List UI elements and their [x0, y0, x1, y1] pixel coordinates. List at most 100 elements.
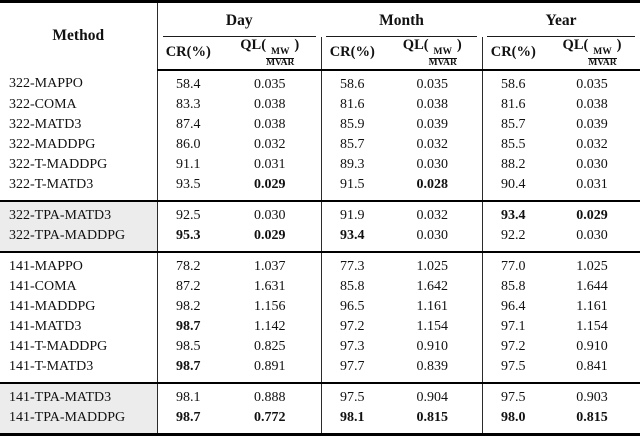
value-cell: 89.3	[340, 156, 365, 172]
cmidrule-day	[162, 35, 317, 37]
value-cell: 96.4	[501, 298, 526, 314]
table-row: 322-MATD3 87.4 0.038 85.9 0.039 85.7 0.039	[0, 114, 640, 135]
ql-suffix: )	[294, 37, 300, 53]
table-row: 141-MAPPO 78.2 1.037 77.3 1.025 77.0 1.025	[0, 250, 640, 277]
method-cell: 322-MATD3	[0, 114, 158, 135]
value-cell: 98.7	[176, 409, 201, 425]
ql-denominator: MVAR	[588, 57, 617, 68]
table-row: 322-T-MADDPG 91.1 0.031 89.3 0.030 88.2 0.030	[0, 154, 640, 175]
value-cell: 98.1	[157, 381, 219, 408]
value-cell: 0.038	[383, 94, 483, 115]
value-cell: 98.0	[501, 409, 526, 425]
value-cell: 92.5	[157, 199, 219, 226]
table-row: 141-T-MATD3 98.7 0.891 97.7 0.839 97.5 0.841	[0, 356, 640, 383]
value-cell: 81.6	[501, 96, 526, 112]
value-cell: 0.903	[544, 381, 640, 408]
value-cell: 97.1	[501, 318, 526, 334]
value-cell: 92.2	[501, 227, 526, 243]
method-cell: 141-T-MADDPG	[0, 336, 158, 357]
value-cell: 0.815	[383, 407, 483, 435]
value-cell: 98.7	[176, 358, 201, 374]
value-cell: 91.1	[176, 156, 201, 172]
value-cell: 97.5	[482, 381, 545, 408]
value-cell: 85.5	[501, 136, 526, 152]
value-cell: 0.035	[576, 76, 608, 92]
value-cell: 0.029	[219, 174, 322, 201]
value-cell: 97.5	[501, 358, 526, 374]
col-group-day: Day	[157, 2, 321, 37]
col-header-ql-year: QL(MW MVAR)	[544, 37, 640, 71]
value-cell: 0.029	[219, 225, 322, 252]
value-cell: 1.156	[219, 296, 322, 317]
value-cell: 98.1	[340, 409, 365, 425]
table-row: 322-MAPPO 58.4 0.035 58.6 0.035 58.6 0.035	[0, 69, 640, 95]
value-cell: 77.0	[482, 250, 545, 277]
col-header-ql-day: QL(MW MVAR)	[219, 37, 322, 71]
table-row: 322-COMA 83.3 0.038 81.6 0.038 81.6 0.038	[0, 94, 640, 115]
col-group-year-label: Year	[545, 11, 577, 29]
value-cell: 1.142	[219, 316, 322, 337]
value-cell: 91.9	[321, 199, 384, 226]
value-cell: 1.161	[576, 298, 608, 314]
value-cell: 0.032	[576, 136, 608, 152]
value-cell: 0.891	[219, 356, 322, 383]
value-cell: 97.7	[340, 358, 365, 374]
value-cell: 58.6	[501, 76, 526, 92]
method-cell: 141-MAPPO	[0, 250, 158, 277]
table-body: 322-MAPPO 58.4 0.035 58.6 0.035 58.6 0.035 322-…	[0, 69, 640, 435]
col-group-month-label: Month	[379, 11, 424, 29]
method-cell: 141-MATD3	[0, 316, 158, 337]
ql-fraction: MW MVAR	[266, 47, 295, 69]
header-row-groups: Method Day Month Year	[0, 1, 640, 70]
method-cell: 322-T-MADDPG	[0, 154, 158, 175]
value-cell: 0.029	[544, 199, 640, 226]
value-cell: 1.154	[576, 318, 608, 334]
value-cell: 0.035	[383, 69, 483, 95]
value-cell: 1.154	[383, 316, 483, 337]
cmidrule-month	[326, 35, 478, 37]
col-header-cr-month: CR(%)	[321, 37, 384, 71]
value-cell: 0.815	[576, 409, 608, 425]
ql-numerator: MW	[428, 47, 457, 59]
value-cell: 0.030	[576, 227, 608, 243]
value-cell: 58.6	[340, 76, 365, 92]
value-cell: 0.030	[219, 199, 322, 226]
ql-numerator: MW	[266, 47, 295, 59]
value-cell: 1.642	[383, 276, 483, 297]
value-cell: 97.3	[340, 338, 365, 354]
value-cell: 0.032	[383, 199, 483, 226]
value-cell: 0.910	[383, 336, 483, 357]
method-cell: 322-T-MATD3	[0, 174, 158, 201]
value-cell: 98.5	[176, 338, 201, 354]
ql-denominator: MVAR	[266, 57, 295, 68]
ql-fraction: MW MVAR	[588, 47, 617, 69]
value-cell: 87.2	[176, 278, 201, 294]
value-cell: 1.025	[544, 250, 640, 277]
value-cell: 97.2	[501, 338, 526, 354]
table-row: 141-COMA 87.2 1.631 85.8 1.642 85.8 1.644	[0, 276, 640, 297]
ql-suffix: )	[616, 37, 622, 53]
value-cell: 0.910	[576, 338, 608, 354]
table-row: 141-MATD3 98.7 1.142 97.2 1.154 97.1 1.154	[0, 316, 640, 337]
value-cell: 0.888	[219, 381, 322, 408]
method-cell: 322-MAPPO	[0, 69, 158, 95]
value-cell: 0.038	[219, 94, 322, 115]
method-cell: 322-MADDPG	[0, 134, 158, 155]
value-cell: 93.5	[176, 176, 201, 192]
value-cell: 96.5	[340, 298, 365, 314]
ql-prefix: QL(	[402, 37, 429, 53]
value-cell: 86.0	[176, 136, 201, 152]
method-cell: 141-TPA-MATD3	[0, 381, 158, 408]
table-row: 141-TPA-MATD3 98.1 0.888 97.5 0.904 97.5 0.903	[0, 381, 640, 408]
ql-prefix: QL(	[562, 37, 589, 53]
col-header-method: Method	[0, 1, 158, 70]
table-row: 322-T-MATD3 93.5 0.029 91.5 0.028 90.4 0.031	[0, 174, 640, 201]
ql-numerator: MW	[588, 47, 617, 59]
value-cell: 0.031	[219, 154, 322, 175]
ql-denominator: MVAR	[428, 57, 457, 68]
value-cell: 1.037	[219, 250, 322, 277]
col-group-month: Month	[321, 2, 482, 37]
method-cell: 141-TPA-MADDPG	[0, 407, 158, 435]
value-cell: 0.039	[383, 114, 483, 135]
col-group-day-label: Day	[225, 11, 253, 29]
